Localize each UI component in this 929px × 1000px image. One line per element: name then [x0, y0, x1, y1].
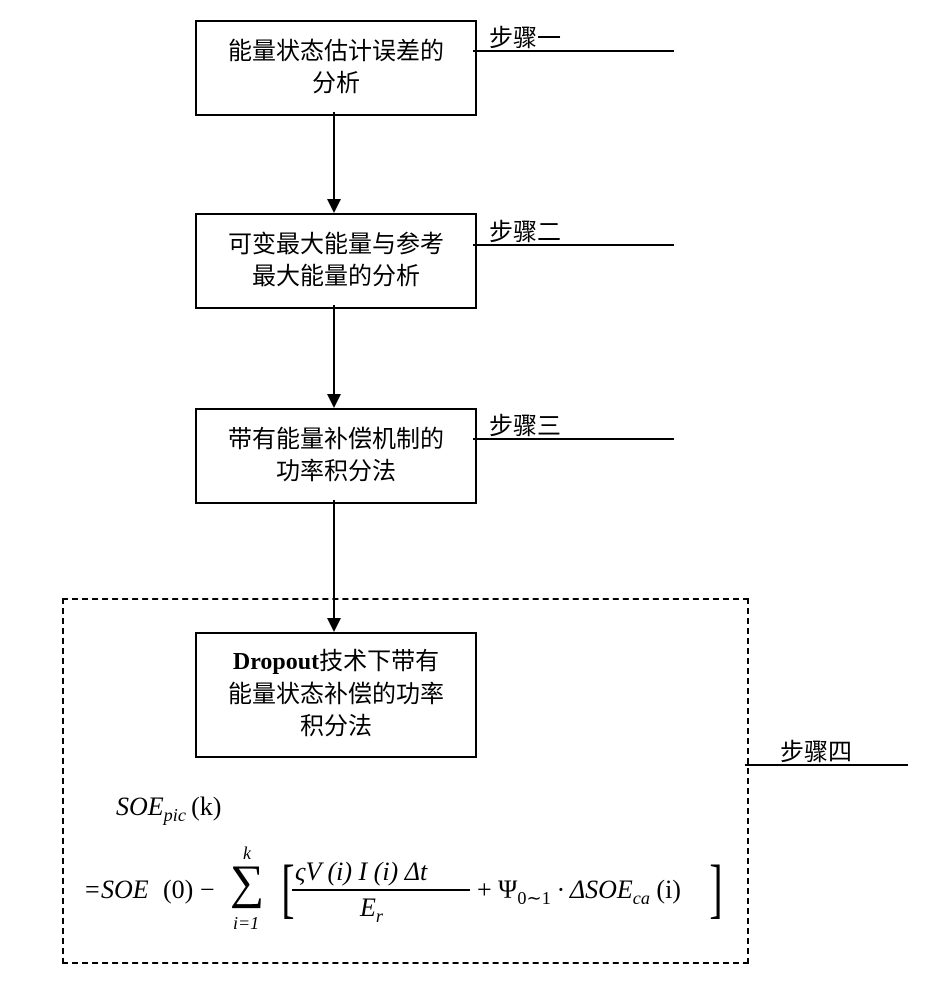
edge-1-2-arrow — [327, 199, 341, 213]
formula-sum-symbol: ∑ — [230, 855, 264, 910]
formula-lhs: SOEpic (k) — [116, 792, 221, 826]
flow-node-2: 可变最大能量与参考 最大能量的分析 — [195, 213, 477, 309]
formula-frac-den-var: E — [360, 893, 376, 922]
formula-tail-wrap: + Ψ0∼1 · ΔSOEca (i) — [477, 875, 681, 909]
step-label-4: 步骤四 — [780, 732, 852, 767]
formula-frac-num: ςV (i) I (i) Δt — [295, 857, 427, 887]
node4-bold: Dropout — [233, 649, 319, 675]
formula-psi-sub: 0∼1 — [517, 888, 550, 908]
formula-tail-sub: ca — [633, 888, 650, 908]
step-label-1: 步骤一 — [489, 18, 561, 53]
flow-node-1-text: 能量状态估计误差的 分析 — [228, 36, 444, 101]
flow-node-4-text: Dropout技术下带有 能量状态补偿的功率 积分法 — [228, 646, 444, 743]
formula-paren0: (0) − — [163, 875, 214, 905]
formula-tail-arg: (i) — [650, 875, 681, 904]
formula-frac-den: Er — [360, 893, 383, 927]
formula-frac-bar — [292, 889, 470, 891]
edge-2-3-line — [333, 305, 335, 396]
step-underline-1 — [473, 50, 674, 52]
step-underline-2 — [473, 244, 674, 246]
node3-line1: 带有能量补偿机制的 — [228, 427, 444, 453]
flow-node-3-text: 带有能量补偿机制的 功率积分法 — [228, 424, 444, 489]
step-underline-3 — [473, 438, 674, 440]
formula-rbracket: ] — [709, 851, 722, 927]
formula-lhs-main: SOE — [116, 792, 164, 821]
flow-node-3: 带有能量补偿机制的 功率积分法 — [195, 408, 477, 504]
formula-mid: + Ψ — [477, 875, 517, 904]
node2-line1: 可变最大能量与参考 — [228, 232, 444, 258]
node4-rest: 技术下带有 — [319, 649, 439, 675]
step-underline-4 — [745, 764, 908, 766]
formula-dot: · ΔSOE — [551, 875, 633, 904]
flow-node-2-text: 可变最大能量与参考 最大能量的分析 — [228, 229, 444, 294]
edge-2-3-arrow — [327, 394, 341, 408]
node4-line1: Dropout技术下带有 — [233, 649, 439, 675]
node1-line1: 能量状态估计误差的 — [228, 39, 444, 65]
formula-lhs-sub: pic — [164, 805, 186, 825]
formula-lhs-arg: (k) — [191, 792, 221, 821]
node4-line3: 积分法 — [300, 714, 372, 740]
node4-line2: 能量状态补偿的功率 — [228, 682, 444, 708]
edge-1-2-line — [333, 112, 335, 201]
node1-line2: 分析 — [312, 71, 360, 97]
flow-node-1: 能量状态估计误差的 分析 — [195, 20, 477, 116]
step-label-3: 步骤三 — [489, 406, 561, 441]
formula-sum-lower: i=1 — [233, 913, 259, 934]
formula-body: = SOE (0) − k ∑ i=1 [ ] ςV (i) I (i) Δt … — [85, 845, 745, 945]
formula-soe0: SOE — [101, 875, 149, 905]
formula-frac-den-sub: r — [376, 906, 383, 926]
node3-line2: 功率积分法 — [276, 459, 396, 485]
node2-line2: 最大能量的分析 — [252, 264, 420, 290]
flow-node-4: Dropout技术下带有 能量状态补偿的功率 积分法 — [195, 632, 477, 758]
step-label-2: 步骤二 — [489, 212, 561, 247]
